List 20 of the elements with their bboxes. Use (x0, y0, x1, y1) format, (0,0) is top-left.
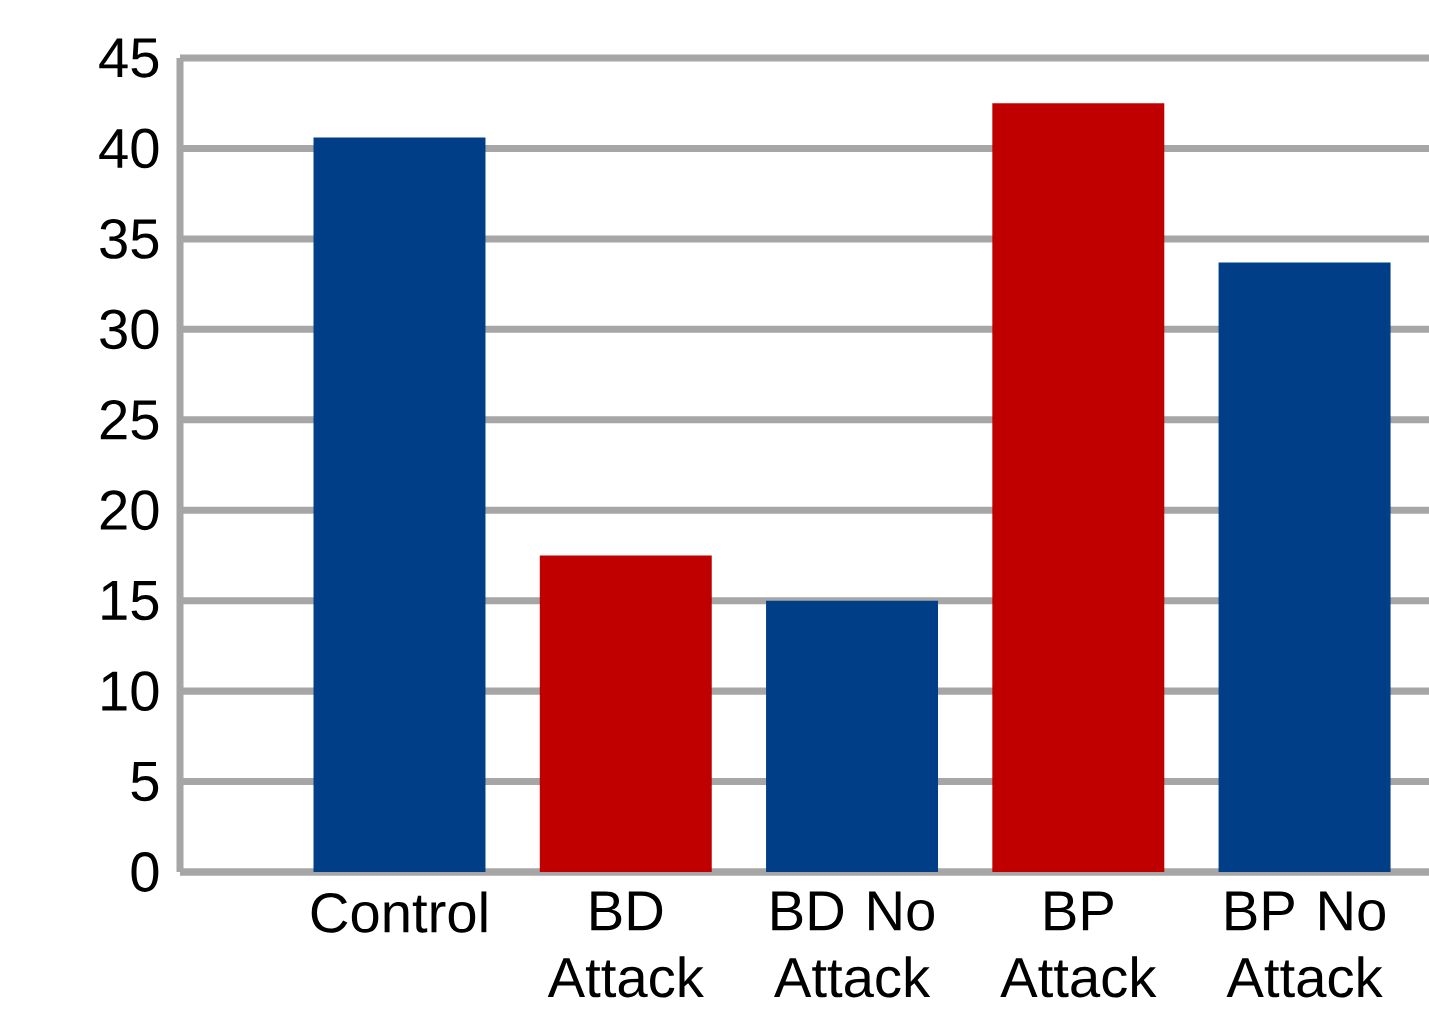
x-tick-label: BD No Attack (772, 891, 934, 998)
bar (1218, 262, 1391, 872)
y-tick-label: 20 (100, 490, 159, 531)
x-tick-label: BP No Attack (1226, 891, 1385, 998)
y-tick-label: 40 (99, 128, 159, 169)
bar (539, 555, 712, 872)
y-tick-label: 30 (100, 309, 159, 350)
x-tick-label: BP Attack (1000, 891, 1157, 998)
y-tick-label: 45 (99, 38, 159, 78)
y-tick-label: 0 (131, 852, 159, 892)
y-tick-label: 10 (102, 671, 159, 712)
x-tick-label: BD Attack (547, 891, 704, 998)
y-tick-label: 25 (100, 399, 159, 440)
y-tick-label: 15 (102, 581, 159, 621)
bar (766, 600, 939, 872)
bar (313, 137, 486, 872)
y-tick-label: 35 (100, 219, 159, 259)
x-tick-label: Control (311, 891, 487, 933)
y-tick-label: 5 (131, 761, 159, 802)
bar (992, 103, 1165, 872)
